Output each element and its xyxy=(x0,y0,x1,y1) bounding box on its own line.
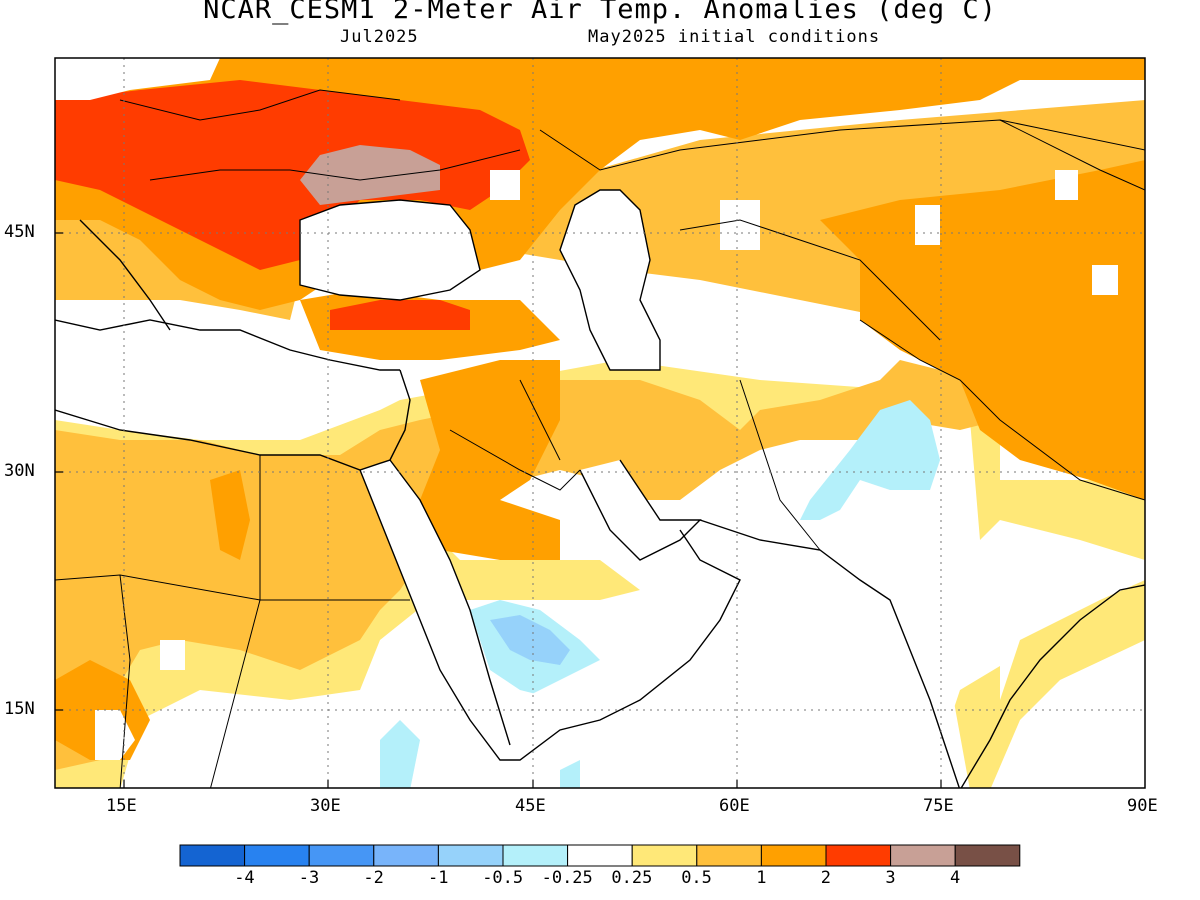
colorbar-swatch xyxy=(954,844,1021,867)
gridlines xyxy=(55,58,1145,788)
colorbar xyxy=(179,844,1021,867)
border-iraq-iran xyxy=(519,379,561,461)
colorbar-label: -0.25 xyxy=(541,868,593,888)
arabia-west-coast xyxy=(389,459,511,746)
colorbar-label: -4 xyxy=(234,868,255,888)
map-frame xyxy=(54,57,1146,789)
map-title: NCAR_CESM1 2-Meter Air Temp. Anomalies (… xyxy=(203,0,997,25)
colorbar-label: 2 xyxy=(820,868,832,888)
border-mongolia xyxy=(999,119,1145,191)
sudan-gap xyxy=(160,640,185,670)
colorbar-swatch xyxy=(373,844,439,867)
lat-tick-label: 30N xyxy=(4,461,35,481)
region-lightblue-ethiopia xyxy=(380,720,420,788)
black-sea-coast xyxy=(299,199,481,301)
lat-tick-label: 45N xyxy=(4,222,35,242)
anomaly-red-layer xyxy=(55,80,530,330)
red-sea-arabia-coast xyxy=(359,469,741,761)
red-sea xyxy=(360,460,510,760)
region-blue-arabia xyxy=(490,615,570,665)
region-lightblue-pakistan xyxy=(800,400,940,520)
lon-tick-label: 30E xyxy=(310,796,341,816)
north-africa-coast xyxy=(55,369,411,471)
bay-of-bengal xyxy=(1000,560,1100,700)
region-orange-west-china xyxy=(820,160,1145,500)
lon-tick-label: 90E xyxy=(1127,796,1158,816)
border-iraq-saudi xyxy=(449,429,581,491)
colorbar-label: 4 xyxy=(950,868,961,888)
lake-volga xyxy=(490,170,520,200)
border-chad xyxy=(119,574,131,788)
aral-sea xyxy=(720,200,760,250)
lon-tick-label: 15E xyxy=(106,796,137,816)
init-conditions-label: May2025 initial conditions xyxy=(588,27,881,47)
black-sea xyxy=(300,200,480,300)
country-borders xyxy=(55,89,1145,788)
colorbar-label: 0.5 xyxy=(681,868,712,888)
colorbar-label: -3 xyxy=(298,868,320,888)
anomaly-pink-layer xyxy=(300,145,440,205)
lon-tick-label: 45E xyxy=(515,796,546,816)
colorbar-swatch xyxy=(760,844,827,867)
colorbar-label: -2 xyxy=(363,868,384,888)
border-kazakhstan xyxy=(679,219,941,341)
region-orange-iraq-arabia xyxy=(420,360,560,560)
region-pink-ukraine xyxy=(300,145,440,205)
region-orange-libya xyxy=(210,470,250,560)
lake-highland xyxy=(1092,265,1118,295)
region-lightblue-somalia xyxy=(560,760,580,788)
border-libya-egypt xyxy=(210,455,261,788)
caspian-sea xyxy=(560,190,660,370)
india-east-coast xyxy=(960,584,1145,788)
colorbar-swatch xyxy=(437,844,504,867)
colorbar-label: 3 xyxy=(885,868,896,888)
mediterranean-north-coast xyxy=(55,319,400,371)
colorbar-label: -0.5 xyxy=(482,868,524,888)
lake-zaysan xyxy=(1055,170,1078,200)
baltic-sea xyxy=(55,58,220,100)
colorbar-swatch xyxy=(308,844,375,867)
colorbar-label: 1 xyxy=(756,868,767,888)
colorbar-swatch xyxy=(244,844,310,867)
border-afghan-pak xyxy=(739,379,821,551)
colorbar-swatch xyxy=(631,844,698,867)
border-europe-1 xyxy=(119,89,401,121)
colorbar-swatch xyxy=(825,844,892,867)
anomaly-blue-layer xyxy=(490,615,570,665)
valid-month-label: Jul2025 xyxy=(340,27,419,47)
border-china-india xyxy=(859,319,1145,501)
region-light-orange-africa-arabia xyxy=(55,360,1000,770)
border-sudan xyxy=(55,574,410,601)
lake-balkhash xyxy=(915,205,940,245)
colorbar-swatch xyxy=(567,844,633,867)
colorbar-swatch xyxy=(179,844,246,867)
italy-coast xyxy=(79,219,171,331)
mediterranean-sea xyxy=(55,320,420,440)
border-europe-2 xyxy=(149,149,521,181)
colorbar-swatch xyxy=(502,844,569,867)
colorbar-swatch xyxy=(890,844,956,867)
colorbar-label: -1 xyxy=(428,868,449,888)
lon-tick-label: 75E xyxy=(923,796,954,816)
lon-tick-label: 60E xyxy=(719,796,750,816)
region-yellow-east-india xyxy=(950,580,1145,788)
india-west-coast xyxy=(699,519,961,788)
caspian-coast xyxy=(559,189,661,371)
region-red-eastern-europe xyxy=(55,80,530,270)
region-red-turkey xyxy=(330,300,470,330)
arabian-sea xyxy=(520,550,970,788)
tick-marks xyxy=(55,232,942,788)
gulf-coast xyxy=(579,459,702,561)
coastlines xyxy=(55,189,1145,788)
lat-tick-label: 15N xyxy=(4,699,35,719)
colorbar-swatch xyxy=(696,844,762,867)
colorbar-label: 0.25 xyxy=(611,868,653,888)
